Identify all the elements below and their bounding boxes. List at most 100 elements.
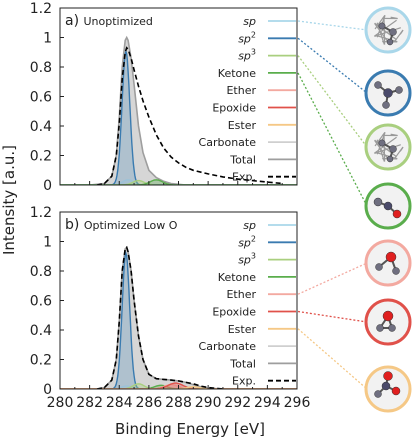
atom (391, 386, 401, 396)
y-tick-label: 0 (43, 178, 52, 194)
peak-line-epoxide (60, 382, 297, 389)
atom (388, 324, 396, 332)
network-bond (374, 27, 401, 37)
y-tick-label: 1.2 (30, 1, 52, 17)
x-tick-label: 292 (224, 395, 251, 411)
atom (382, 101, 390, 109)
connector-line (297, 328, 368, 390)
legend-label-exp: Exp. (232, 171, 256, 184)
atom (389, 28, 397, 36)
atom (374, 81, 382, 89)
plot-frame (59, 211, 298, 390)
epoxide-structure-icon (297, 298, 412, 346)
peak-fill-sp2 (60, 51, 297, 185)
x-tick-label: 290 (195, 395, 222, 411)
experimental-line (96, 46, 283, 185)
peak-line-sp2 (60, 49, 297, 185)
network-bond (376, 34, 398, 43)
connector-line (297, 72, 368, 207)
panel-label: b) Optimized Low O (65, 217, 178, 233)
connector-line (297, 310, 368, 323)
icon-ring (364, 298, 412, 346)
network-bond (399, 29, 404, 35)
atom (378, 22, 386, 30)
peak-line-sp2 (60, 250, 297, 389)
y-tick-label: 0.2 (30, 353, 52, 369)
y-tick-label: 0.4 (30, 323, 52, 339)
total-fill (60, 247, 297, 389)
network-bond (399, 146, 404, 152)
y-tick-label: 0 (43, 382, 52, 398)
atom (383, 88, 393, 98)
network-bond (374, 14, 386, 30)
y-tick-label: 1 (43, 31, 52, 47)
x-axis-label: Binding Energy [eV] (115, 420, 265, 438)
x-tick-label: 280 (47, 395, 74, 411)
x-tick-label: 282 (76, 395, 103, 411)
network-bond (374, 144, 401, 154)
legend-label-ketone: Ketone (218, 67, 256, 80)
experimental-line (96, 245, 223, 389)
legend-label-sp3: sp3 (238, 48, 256, 63)
peak-fill-sp2 (60, 253, 297, 389)
panel-label: a) Unoptimized (65, 13, 153, 29)
atom (381, 381, 391, 391)
atom (383, 371, 393, 381)
atom (392, 267, 400, 275)
total-line (60, 245, 297, 389)
connector-line (297, 20, 368, 31)
sp3-structure-icon (297, 55, 412, 171)
network-bond (374, 139, 397, 158)
y-tick-label: 1.2 (30, 205, 52, 221)
y-tick-label: 0.6 (30, 90, 52, 106)
network-bond (376, 151, 398, 160)
atom (392, 209, 402, 219)
legend-label-sp: sp (243, 15, 256, 28)
y-tick-label: 0.2 (30, 149, 52, 165)
legend-label-total: Total (229, 357, 256, 370)
atom (395, 86, 403, 94)
legend-label-carbonate: Carbonate (199, 340, 257, 353)
atom (373, 197, 383, 207)
legend-label-epoxide: Epoxide (212, 102, 256, 115)
sp-structure-icon (297, 6, 412, 54)
y-tick-label: 0.8 (30, 264, 52, 280)
x-tick-label: 286 (136, 395, 163, 411)
legend-label-sp2: sp2 (238, 234, 256, 249)
ester-structure-icon (297, 328, 412, 413)
legend-label-ketone: Ketone (218, 271, 256, 284)
atom (374, 390, 382, 398)
y-tick-label: 0.8 (30, 60, 52, 76)
panel-title: Optimized Low O (84, 219, 178, 232)
atom (375, 263, 383, 271)
atom (385, 251, 397, 263)
legend-superscript: 2 (251, 234, 256, 243)
atom (382, 310, 394, 322)
legend-label-ether: Ether (226, 84, 256, 97)
y-tick-label: 0.4 (30, 119, 52, 135)
connector-line (297, 262, 368, 295)
sp2-structure-icon (297, 37, 412, 117)
network-bond (374, 131, 386, 147)
connector-line (297, 55, 368, 148)
legend-superscript: 2 (251, 30, 256, 39)
legend-label-sp2: sp2 (238, 30, 256, 45)
y-tick-label: 0.6 (30, 294, 52, 310)
plot-area (60, 245, 297, 389)
legend-label-sp3: sp3 (238, 252, 256, 267)
atom (386, 155, 394, 163)
icon-ring (364, 239, 412, 287)
connector-line (297, 37, 368, 94)
legend-superscript: 3 (251, 48, 256, 57)
ether-structure-icon (297, 239, 412, 295)
legend-label-carbonate: Carbonate (199, 136, 257, 149)
x-tick-label: 284 (106, 395, 133, 411)
legend: sp sp2 sp3 Ketone Ether Epoxide Ester Carbonate… (199, 15, 296, 184)
panel-title: Unoptimized (84, 15, 153, 28)
x-tick-label: 296 (284, 395, 311, 411)
legend-label-epoxide: Epoxide (212, 306, 256, 319)
legend-label-sp: sp (243, 219, 256, 232)
legend-label-exp: Exp. (232, 375, 256, 388)
